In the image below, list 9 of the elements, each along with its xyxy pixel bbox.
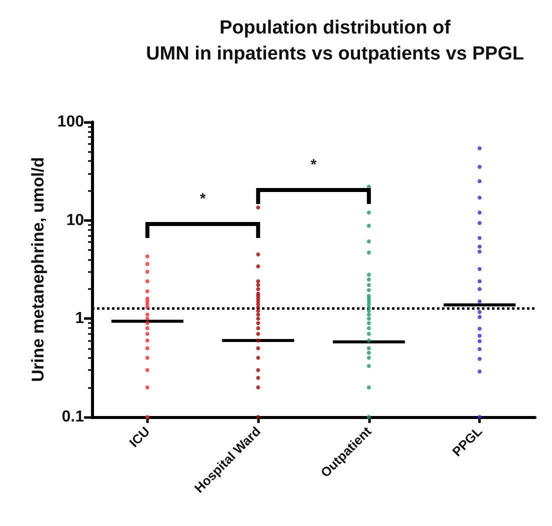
y-tick-label: 0.1 [62,408,84,426]
chart-title: Population distribution of UMN in inpatients vs outpatients vs PPGL [146,18,524,64]
y-tick-label: 1 [75,310,84,328]
y-tick-label: 10 [66,212,84,229]
y-axis-title: Urine metanephrine, umol/d [28,157,48,382]
x-tick-label: ICU [126,424,153,450]
annotation: * [310,156,316,174]
annotation: * [200,190,206,208]
y-tick-label: 100 [57,114,84,130]
